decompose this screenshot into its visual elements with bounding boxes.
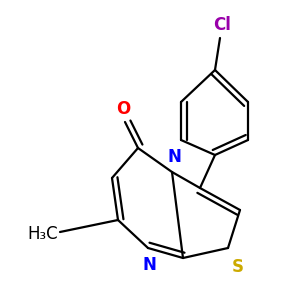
Text: N: N bbox=[167, 148, 181, 166]
Text: S: S bbox=[232, 258, 244, 276]
Text: H₃C: H₃C bbox=[27, 225, 58, 243]
Text: N: N bbox=[142, 256, 156, 274]
Text: O: O bbox=[116, 100, 130, 118]
Text: Cl: Cl bbox=[213, 16, 231, 34]
